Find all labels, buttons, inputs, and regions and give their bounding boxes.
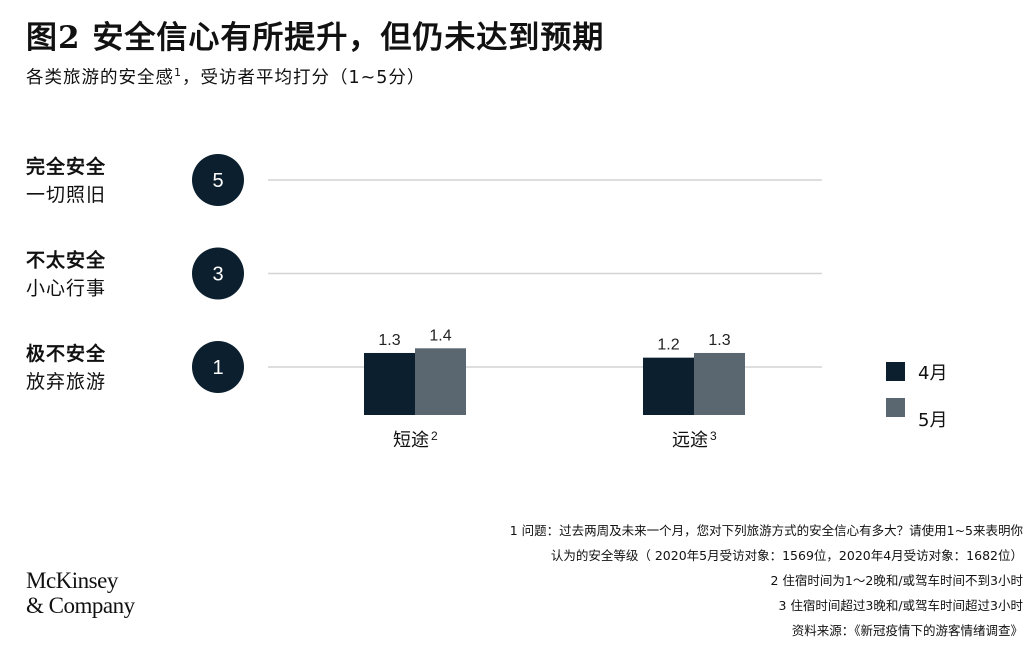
bar-5月-远途 [694,352,745,415]
page-title: 图2 安全信心有所提升，但仍未达到预期 [26,20,605,56]
subtitle-main: 各类旅游的安全感 [26,68,174,88]
data-label-4月-远途: 1.2 [657,337,679,354]
data-label-4月-短途: 1.3 [378,332,400,349]
logo-line-1: McKinsey [26,568,118,593]
logo-line-2: & Company [26,593,135,618]
bar-4月-远途 [643,357,694,415]
scale-desc-3: 小心行事 [26,278,106,300]
mckinsey-logo: McKinsey & Company [26,568,135,618]
data-label-5月-短途: 1.4 [429,327,451,344]
scale-value-5: 5 [212,170,223,192]
legend-swatch-5月 [886,398,905,417]
category-superscript-远途: 3 [710,429,717,443]
scale-desc-1: 放弃旅游 [26,371,106,393]
footnote-1-line-2: 认为的安全等级（ 2020年5月受访对象：1569位，2020年4月受访对象：1… [550,548,1023,563]
category-label-远途: 远途 [672,430,708,451]
scale-circle-1 [192,341,244,393]
scale-circle-5 [192,154,244,206]
category-superscript-短途: 2 [431,429,438,443]
subtitle-rest: ，受访者平均打分（1~5分） [182,68,426,88]
scale-label-5: 完全安全 [26,155,106,178]
footnote-2: 2 住宿时间为1～2晚和/或驾车时间不到3小时 [770,573,1024,588]
chart-subtitle: 各类旅游的安全感1，受访者平均打分（1~5分） [26,64,425,89]
footnotes: 1 问题：过去两周及未来一个月，您对下列旅游方式的安全信心有多大？请使用1~5来… [373,518,1023,643]
footnote-3: 3 住宿时间超过3晚和/或驾车时间超过3小时 [778,598,1023,613]
scale-label-3: 不太安全 [26,249,106,272]
legend-label-4月: 4月 [918,363,947,384]
bar-5月-短途 [415,348,466,415]
legend-swatch-4月 [886,362,905,381]
scale-circle-3 [192,247,244,300]
subtitle-footnote-ref: 1 [174,66,182,80]
scale-value-1: 1 [212,357,223,379]
data-label-5月-远途: 1.3 [708,332,730,349]
scale-value-3: 3 [212,264,223,286]
source-note: 资料来源：《新冠疫情下的游客情绪调查》 [791,623,1023,638]
scale-desc-5: 一切照旧 [26,184,106,206]
footnote-1-line-1: 1 问题：过去两周及未来一个月，您对下列旅游方式的安全信心有多大？请使用1~5来… [509,523,1023,538]
bar-4月-短途 [364,352,415,415]
legend-label-5月: 5月 [918,410,947,431]
category-label-短途: 短途 [393,430,429,451]
scale-label-1: 极不安全 [26,342,106,365]
